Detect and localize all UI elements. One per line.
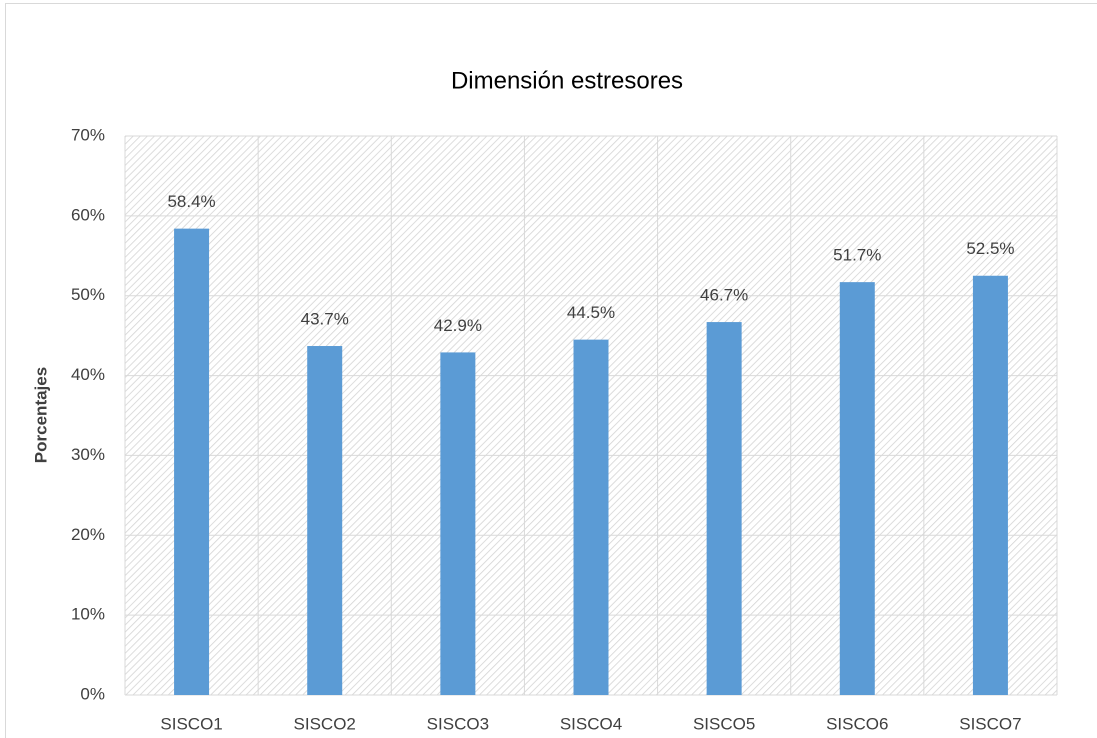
y-axis-label: Porcentajes xyxy=(31,367,50,463)
bar xyxy=(307,346,343,695)
data-label: 51.7% xyxy=(833,246,881,265)
x-tick-label: SISCO3 xyxy=(427,714,489,733)
data-label: 43.7% xyxy=(301,310,349,329)
chart-title: Dimensión estresores xyxy=(451,67,683,94)
y-tick-label: 20% xyxy=(71,525,105,544)
y-tick-label: 60% xyxy=(71,205,105,224)
data-label: 52.5% xyxy=(966,239,1014,258)
x-tick-label: SISCO7 xyxy=(959,714,1021,733)
bar xyxy=(972,275,1008,695)
x-tick-label: SISCO6 xyxy=(826,714,888,733)
y-tick-label: 30% xyxy=(71,445,105,464)
bar xyxy=(174,228,210,696)
y-tick-label: 0% xyxy=(80,684,105,703)
bar xyxy=(839,282,875,695)
bar xyxy=(706,322,742,695)
y-tick-label: 40% xyxy=(71,365,105,384)
x-tick-label: SISCO1 xyxy=(160,714,222,733)
data-label: 42.9% xyxy=(434,316,482,335)
data-label: 44.5% xyxy=(567,303,615,322)
bar xyxy=(573,339,609,695)
data-label: 46.7% xyxy=(700,286,748,305)
x-tick-label: SISCO2 xyxy=(294,714,356,733)
y-tick-label: 70% xyxy=(71,125,105,144)
x-tick-label: SISCO4 xyxy=(560,714,622,733)
data-label: 58.4% xyxy=(167,192,215,211)
y-tick-label: 50% xyxy=(71,285,105,304)
y-tick-label: 10% xyxy=(71,605,105,624)
x-tick-label: SISCO5 xyxy=(693,714,755,733)
bar xyxy=(440,352,476,695)
